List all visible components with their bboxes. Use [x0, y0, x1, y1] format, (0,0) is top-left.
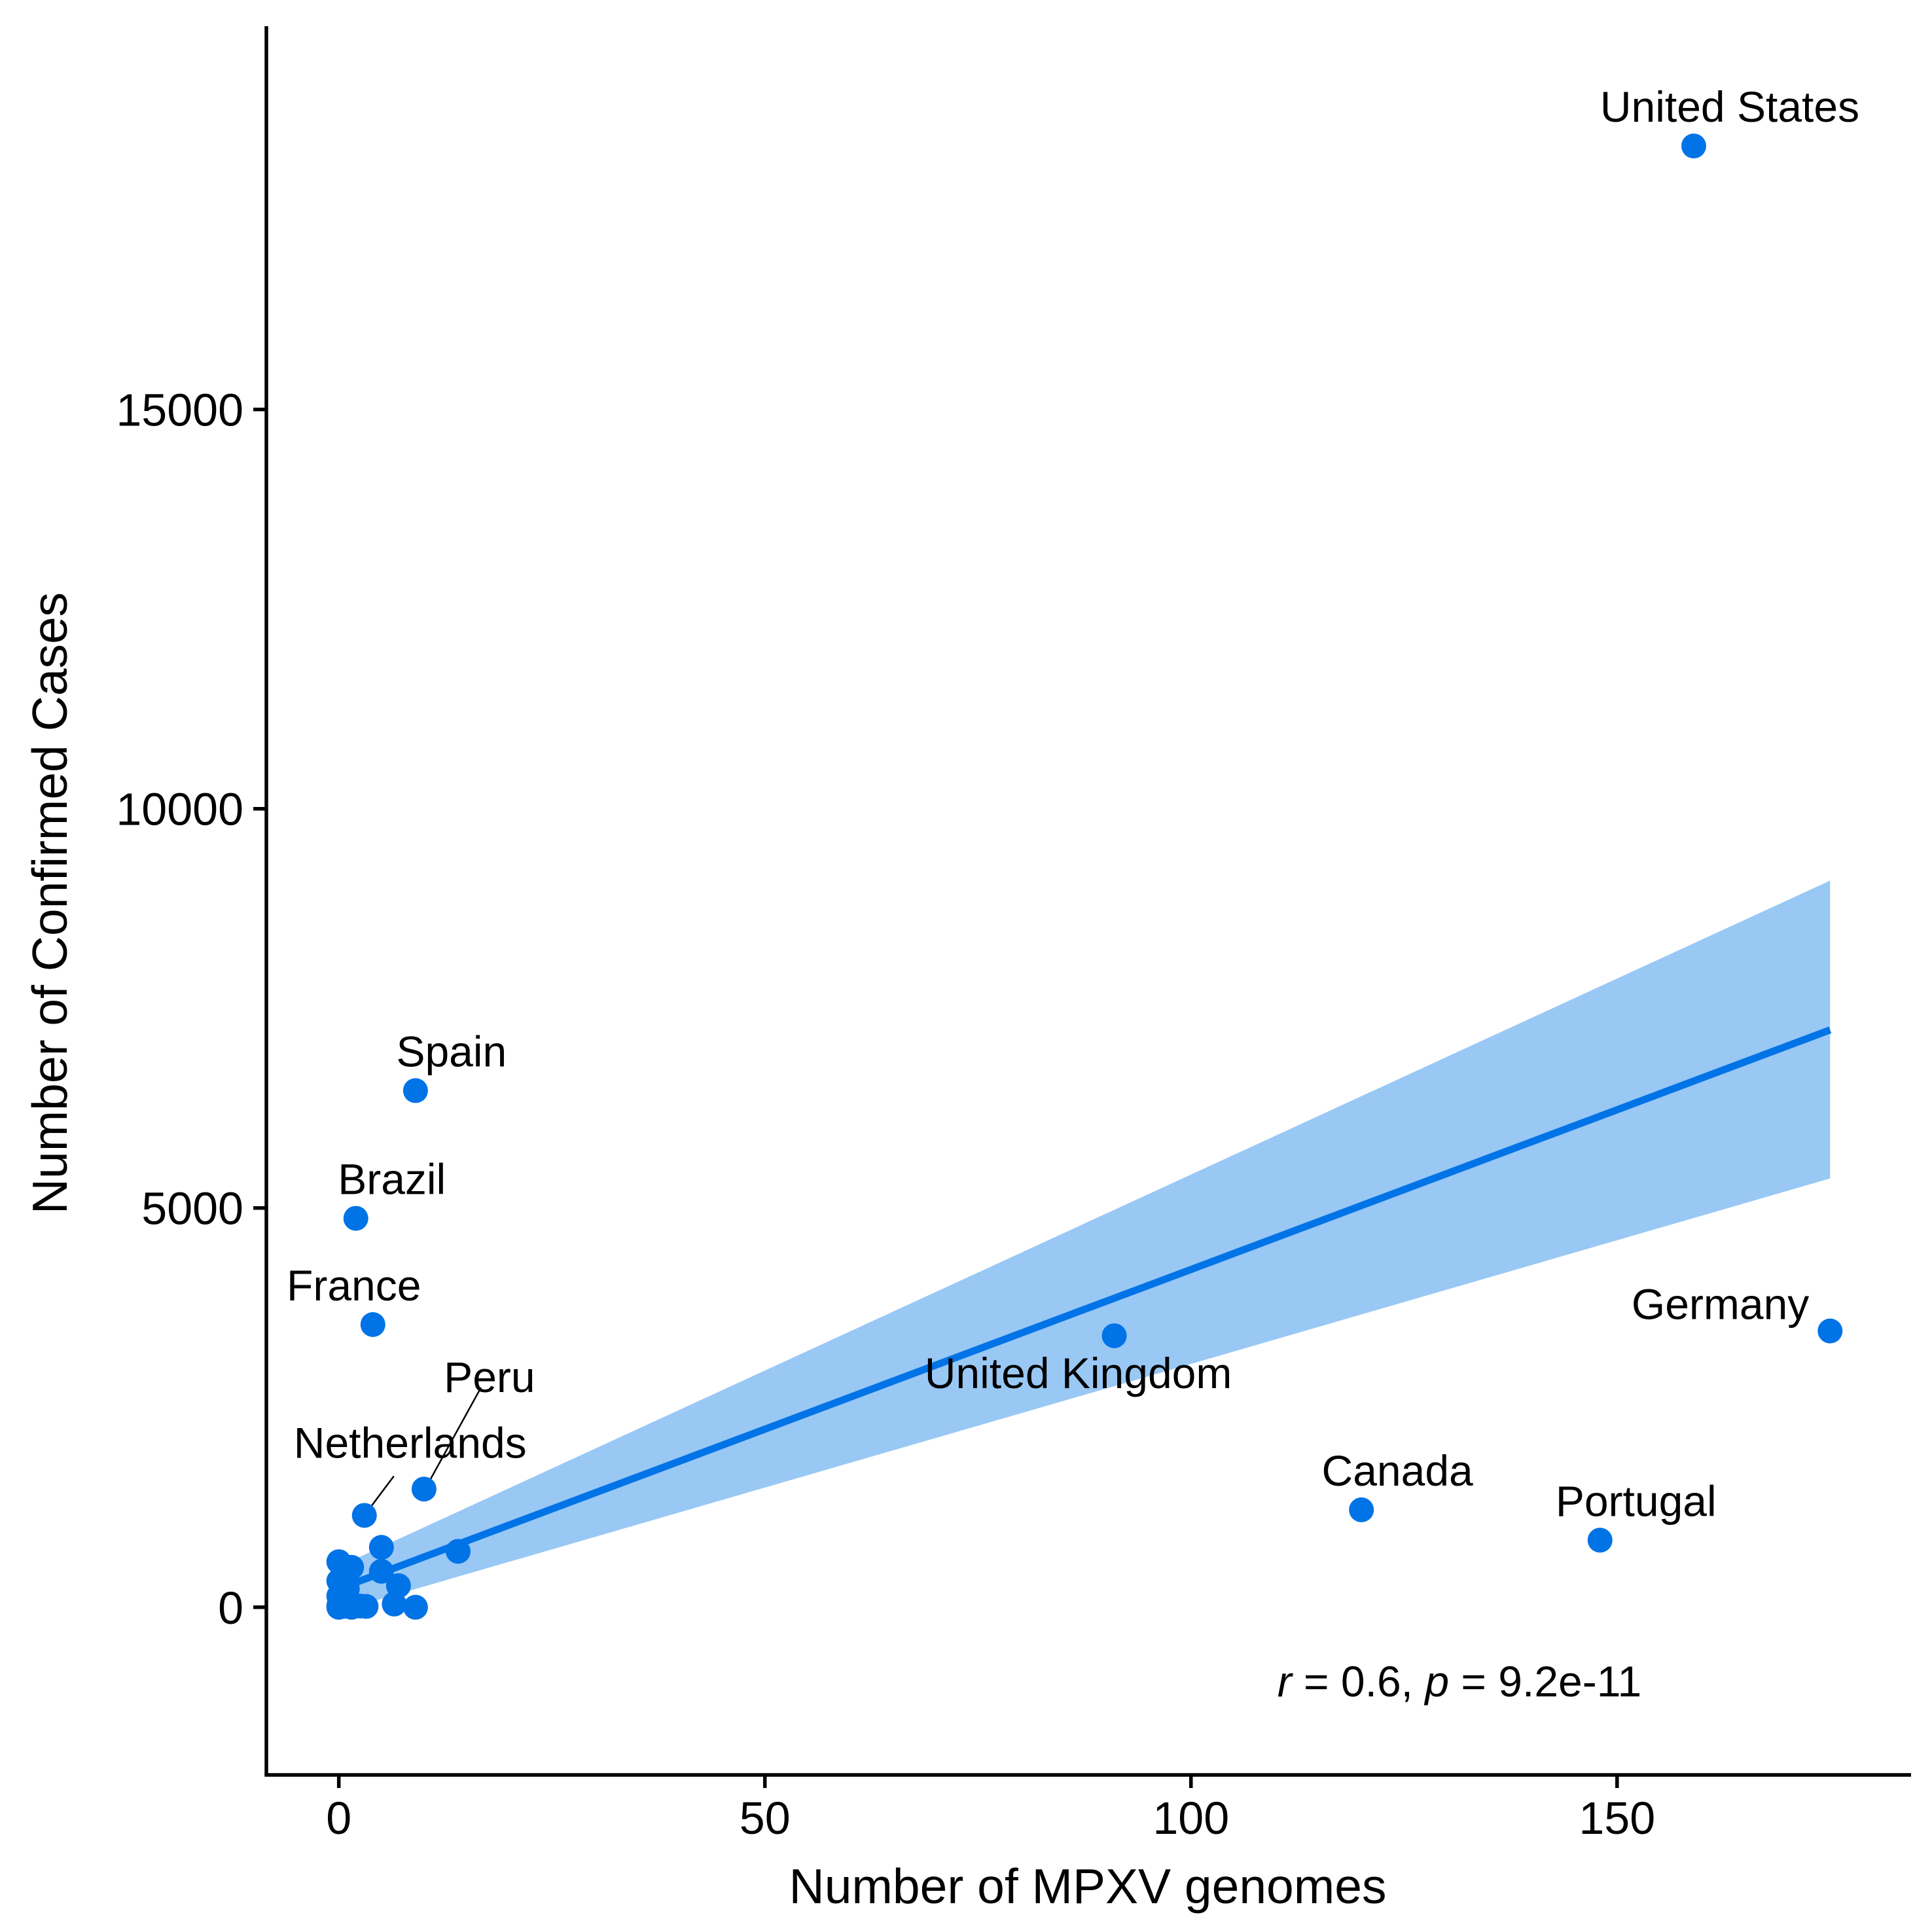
- confidence-band: [338, 880, 1831, 1611]
- confidence-band-layer: [338, 880, 1831, 1611]
- data-point: [1587, 1528, 1613, 1553]
- point-label: Netherlands: [294, 1418, 527, 1467]
- x-tick-label: 150: [1579, 1793, 1655, 1844]
- data-point: [368, 1535, 394, 1560]
- y-axis-title: Number of Confirmed Cases: [22, 592, 77, 1214]
- x-tick-label: 100: [1153, 1793, 1229, 1844]
- data-point: [1349, 1497, 1374, 1522]
- point-label: United Kingdom: [925, 1349, 1232, 1397]
- data-point: [360, 1312, 385, 1337]
- data-point: [353, 1594, 379, 1619]
- y-tick-label: 10000: [116, 784, 243, 835]
- point-label: United States: [1600, 82, 1859, 131]
- point-labels-layer: United States Spain Brazil France Germany Uni…: [287, 82, 1859, 1525]
- data-point: [351, 1503, 377, 1528]
- point-label: Peru: [444, 1353, 535, 1401]
- y-tick-label: 5000: [141, 1183, 243, 1234]
- point-label: France: [287, 1261, 421, 1310]
- data-point: [1101, 1323, 1127, 1348]
- label-leader-line: [367, 1475, 395, 1511]
- label-leader-layer: [367, 1387, 482, 1511]
- data-point: [343, 1206, 368, 1231]
- data-point: [402, 1594, 428, 1620]
- r-symbol: r: [1278, 1657, 1294, 1706]
- data-point: [326, 1594, 351, 1620]
- data-point: [1681, 134, 1706, 159]
- point-label: Portugal: [1556, 1476, 1717, 1525]
- p-symbol: p: [1423, 1657, 1449, 1706]
- axes-layer: 0 50 100 150 0 5000 10000 15000: [116, 26, 1911, 1844]
- label-leader-line: [427, 1387, 482, 1484]
- point-label: Germany: [1632, 1280, 1809, 1329]
- x-axis-title: Number of MPXV genomes: [789, 1859, 1387, 1914]
- p-value: = 9.2e-11: [1449, 1657, 1641, 1706]
- x-tick-label: 50: [740, 1793, 791, 1844]
- point-label: Brazil: [338, 1155, 446, 1204]
- data-point: [402, 1078, 428, 1103]
- point-label: Canada: [1322, 1446, 1473, 1495]
- data-point: [445, 1539, 471, 1564]
- point-label: Spain: [396, 1027, 507, 1075]
- regression-line: [337, 1026, 1832, 1592]
- data-point: [368, 1558, 394, 1584]
- data-points-layer: [326, 134, 1843, 1620]
- data-point: [382, 1591, 407, 1617]
- r-value: = 0.6,: [1292, 1657, 1425, 1706]
- x-tick-label: 0: [326, 1793, 351, 1844]
- data-point: [1817, 1318, 1843, 1344]
- data-point: [411, 1476, 437, 1502]
- y-tick-label: 15000: [116, 385, 243, 436]
- correlation-annotation: r = 0.6, p = 9.2e-11: [1278, 1657, 1642, 1706]
- regression-line-layer: [337, 1026, 1832, 1592]
- y-tick-label: 0: [218, 1583, 243, 1634]
